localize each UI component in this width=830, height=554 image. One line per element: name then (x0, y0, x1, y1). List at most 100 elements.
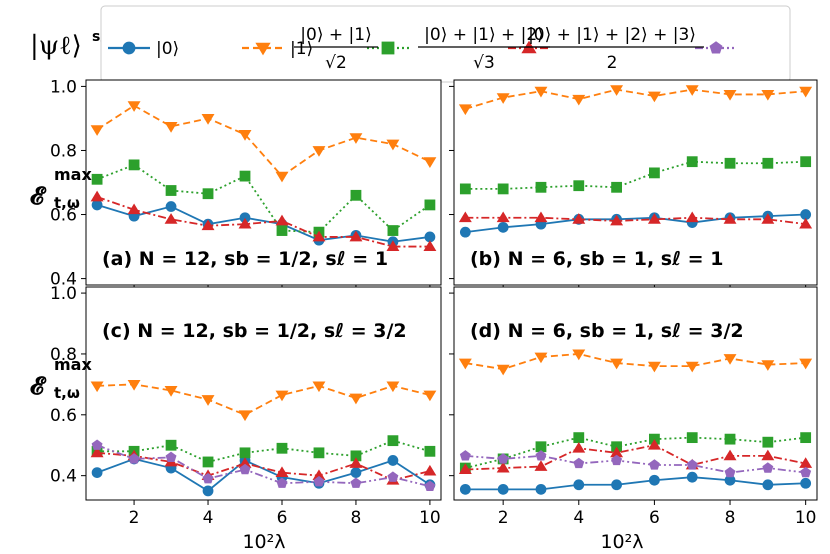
point-c-1-6 (312, 381, 326, 393)
point-a-3-4 (238, 217, 252, 229)
point-c-4-7 (350, 477, 362, 488)
series-line-d-4 (465, 454, 806, 474)
point-d-0-5 (649, 474, 660, 486)
point-b-3-3 (572, 213, 586, 224)
xtick-label-c-2: 6 (277, 508, 288, 528)
xtick-label-d-4: 10 (795, 508, 817, 528)
xtick-label-d-1: 4 (573, 508, 584, 528)
point-b-1-8 (761, 90, 775, 101)
point-d-1-2 (534, 352, 548, 364)
point-d-0-0 (459, 483, 471, 495)
point-b-2-1 (497, 183, 509, 195)
point-c-4-5 (276, 477, 288, 488)
point-b-2-8 (762, 157, 774, 169)
point-c-4-2 (165, 451, 177, 463)
point-d-2-3 (573, 432, 585, 444)
point-a-2-0 (91, 173, 103, 185)
legend-denominator-2: √2 (325, 53, 347, 73)
legend-numerator-3: |0⟩ + |1⟩ + |2⟩ (424, 25, 544, 45)
legend-marker-2 (381, 41, 395, 55)
point-b-1-6 (685, 85, 699, 96)
panel-frame-a (85, 79, 442, 286)
legend-box (100, 5, 791, 83)
point-c-2-5 (276, 442, 288, 454)
point-d-2-7 (724, 433, 736, 445)
ytick-label-a-0: 0.4 (50, 270, 77, 290)
point-d-1-4 (610, 358, 624, 370)
point-b-1-1 (496, 93, 510, 104)
point-d-3-5 (647, 438, 661, 450)
ytick-label-a-2: 0.8 (50, 141, 77, 161)
series-line-c-3 (97, 451, 431, 482)
point-c-4-3 (202, 472, 214, 484)
point-d-1-6 (685, 361, 699, 373)
point-a-2-3 (202, 188, 214, 200)
point-d-1-0 (458, 358, 472, 370)
ytick-label-c-1: 0.6 (50, 406, 77, 426)
point-d-0-6 (686, 471, 698, 483)
point-d-4-5 (648, 459, 660, 470)
series-line-c-4 (96, 444, 431, 488)
point-a-1-5 (275, 171, 289, 183)
panel-annotation-b: (b) N = 6, sb = 1, sℓ = 1 (470, 248, 723, 270)
xlabel-left: 10²λ (242, 531, 285, 553)
point-a-2-8 (387, 225, 399, 236)
point-a-1-7 (349, 133, 363, 144)
point-c-4-8 (387, 471, 399, 482)
point-d-4-8 (762, 462, 774, 473)
panel-b: (b) N = 6, sb = 1, sℓ = 1 (449, 79, 818, 290)
point-c-0-3 (202, 485, 214, 497)
legend-label-1: |1⟩ (290, 39, 313, 59)
point-b-3-4 (610, 214, 624, 226)
point-d-3-7 (723, 449, 737, 461)
point-b-2-2 (535, 181, 547, 193)
point-c-4-0 (91, 439, 103, 450)
series-line-a-2 (96, 163, 431, 234)
point-d-4-2 (535, 450, 547, 461)
point-b-2-6 (686, 156, 698, 168)
point-b-2-4 (611, 181, 622, 193)
point-c-4-6 (313, 475, 325, 487)
point-b-1-7 (723, 90, 737, 101)
point-b-0-0 (459, 226, 471, 238)
point-d-1-5 (647, 361, 661, 373)
point-a-3-2 (164, 213, 178, 224)
panel-frame-d (453, 286, 818, 501)
point-d-0-9 (800, 477, 812, 489)
point-d-1-7 (723, 354, 737, 365)
series-line-b-1 (465, 88, 806, 110)
point-d-4-4 (611, 454, 623, 466)
legend-symbol: |ψℓ⟩ (30, 31, 82, 61)
point-d-4-6 (686, 459, 698, 470)
point-a-1-9 (423, 157, 437, 168)
point-a-3-9 (423, 240, 437, 251)
panel-annotation-a: (a) N = 12, sb = 1/2, sℓ = 1 (102, 248, 388, 270)
point-c-2-4 (239, 447, 251, 459)
point-b-3-1 (496, 211, 510, 223)
point-a-3-3 (201, 219, 215, 231)
point-a-2-1 (128, 159, 140, 171)
point-a-0-0 (91, 199, 103, 211)
point-d-4-9 (800, 466, 812, 478)
point-c-4-4 (239, 463, 251, 475)
legend: |ψℓ⟩ sℓ |0⟩ |1⟩|0⟩ + |1⟩√2|0⟩ + |1⟩ + |2⟩… (30, 5, 791, 83)
series-line-d-3 (465, 444, 806, 471)
point-b-2-9 (800, 156, 812, 168)
ylabel-top: 𝓔 (30, 181, 47, 210)
ylabel-top-sub: t,ω (54, 194, 80, 212)
point-a-1-8 (386, 139, 400, 151)
legend-marker-0 (122, 41, 136, 55)
point-d-4-1 (497, 453, 509, 464)
xtick-label-c-0: 2 (129, 508, 140, 528)
series-line-c-1 (97, 383, 431, 416)
point-b-2-7 (724, 157, 736, 169)
xtick-label-c-3: 8 (351, 508, 362, 528)
point-d-0-3 (573, 479, 585, 491)
point-c-2-8 (387, 435, 399, 447)
xtick-label-c-1: 4 (203, 508, 214, 528)
point-a-2-5 (276, 225, 288, 236)
series-line-d-2 (465, 436, 806, 469)
point-b-1-3 (572, 94, 586, 106)
point-c-0-8 (387, 455, 399, 466)
